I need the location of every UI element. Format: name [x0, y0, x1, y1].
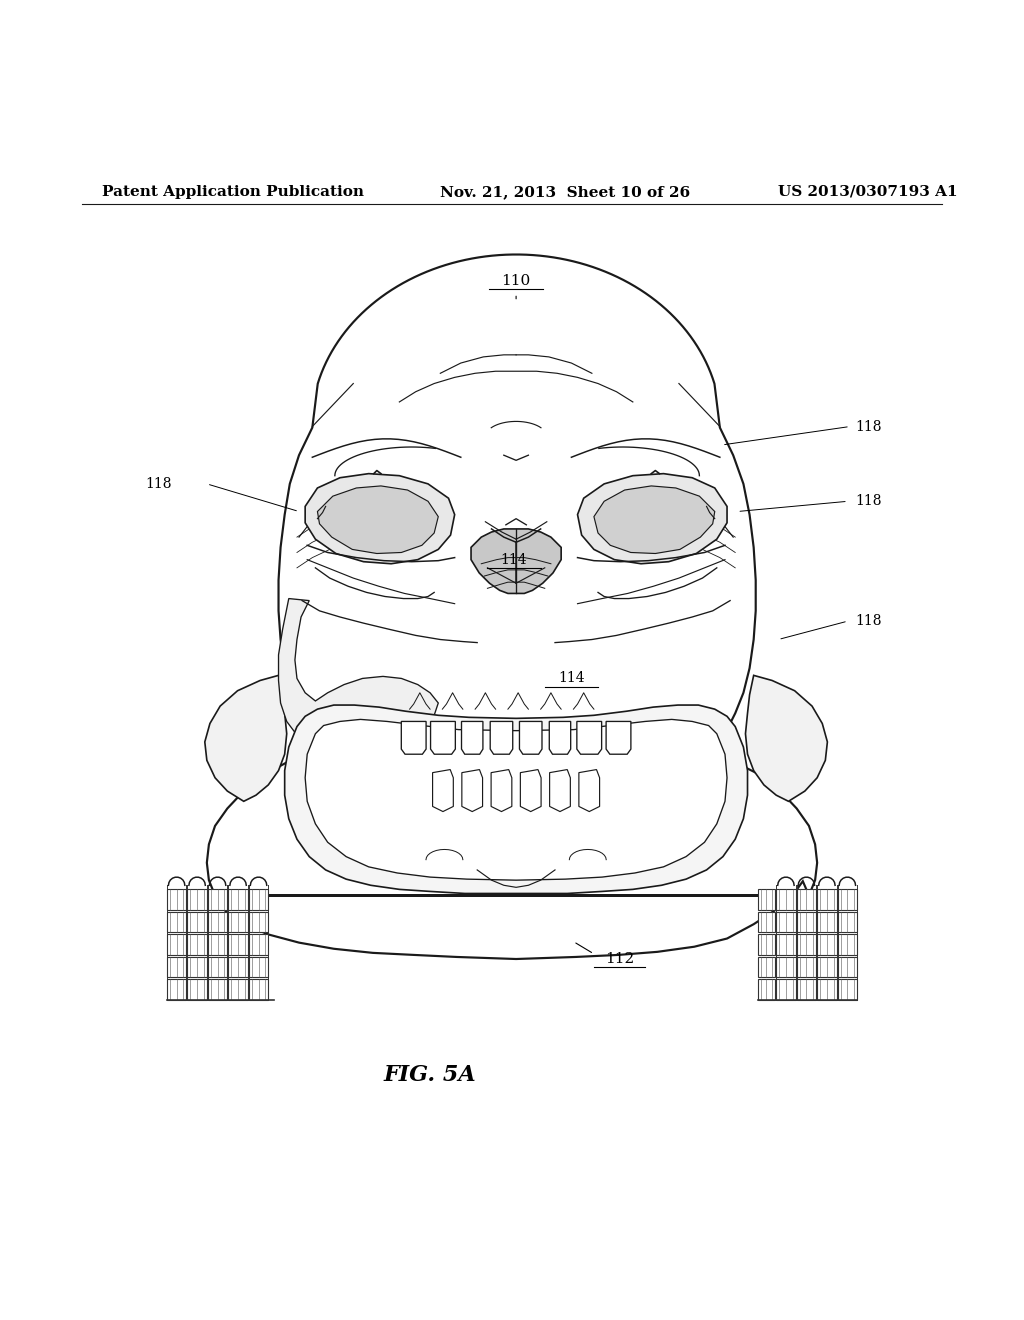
Polygon shape [228, 912, 248, 932]
Text: Nov. 21, 2013  Sheet 10 of 26: Nov. 21, 2013 Sheet 10 of 26 [440, 185, 690, 199]
Polygon shape [797, 979, 816, 1001]
Polygon shape [817, 912, 837, 932]
Polygon shape [776, 957, 796, 977]
Text: 118: 118 [145, 477, 172, 491]
Text: 118: 118 [855, 494, 882, 508]
Polygon shape [776, 912, 796, 932]
Polygon shape [758, 979, 775, 1001]
Polygon shape [208, 912, 227, 932]
Polygon shape [317, 486, 438, 553]
Polygon shape [520, 770, 541, 812]
Text: 114: 114 [501, 553, 527, 566]
Polygon shape [577, 722, 602, 754]
Polygon shape [187, 912, 207, 932]
Polygon shape [401, 722, 426, 754]
Polygon shape [817, 957, 837, 977]
Polygon shape [471, 529, 561, 594]
Polygon shape [249, 890, 268, 909]
Polygon shape [249, 912, 268, 932]
Polygon shape [249, 979, 268, 1001]
Polygon shape [187, 979, 207, 1001]
Polygon shape [797, 890, 816, 909]
Polygon shape [550, 770, 570, 812]
Polygon shape [285, 705, 748, 894]
Polygon shape [462, 770, 482, 812]
Polygon shape [594, 486, 715, 553]
Polygon shape [305, 474, 455, 564]
Polygon shape [187, 957, 207, 977]
Polygon shape [228, 890, 248, 909]
Polygon shape [758, 957, 775, 977]
Polygon shape [490, 722, 513, 754]
Text: 118: 118 [855, 614, 882, 628]
Polygon shape [207, 255, 817, 960]
Polygon shape [578, 474, 727, 564]
Polygon shape [797, 935, 816, 954]
Polygon shape [167, 935, 186, 954]
Polygon shape [187, 935, 207, 954]
Polygon shape [838, 979, 857, 1001]
Polygon shape [205, 676, 287, 801]
Text: 114: 114 [558, 672, 585, 685]
Polygon shape [208, 957, 227, 977]
Polygon shape [838, 935, 857, 954]
Polygon shape [758, 890, 775, 909]
Polygon shape [797, 912, 816, 932]
Polygon shape [208, 890, 227, 909]
Polygon shape [549, 722, 570, 754]
Polygon shape [838, 957, 857, 977]
Polygon shape [208, 935, 227, 954]
Polygon shape [776, 979, 796, 1001]
Polygon shape [817, 890, 837, 909]
Polygon shape [249, 935, 268, 954]
Polygon shape [228, 979, 248, 1001]
Text: 118: 118 [855, 420, 882, 433]
Text: FIG. 5A: FIG. 5A [384, 1064, 476, 1086]
Text: 110: 110 [502, 275, 530, 288]
Text: 112: 112 [605, 952, 634, 966]
Polygon shape [606, 722, 631, 754]
Polygon shape [817, 979, 837, 1001]
Polygon shape [838, 890, 857, 909]
Polygon shape [492, 770, 512, 812]
Polygon shape [758, 912, 775, 932]
Polygon shape [167, 890, 186, 909]
Polygon shape [745, 676, 827, 801]
Polygon shape [187, 890, 207, 909]
Polygon shape [432, 770, 454, 812]
Polygon shape [758, 935, 775, 954]
Polygon shape [430, 722, 456, 754]
Polygon shape [797, 957, 816, 977]
Polygon shape [228, 957, 248, 977]
Polygon shape [305, 719, 727, 880]
Polygon shape [579, 770, 600, 812]
Polygon shape [167, 979, 186, 1001]
Polygon shape [167, 912, 186, 932]
Text: US 2013/0307193 A1: US 2013/0307193 A1 [778, 185, 957, 199]
Polygon shape [208, 979, 227, 1001]
Text: Patent Application Publication: Patent Application Publication [102, 185, 365, 199]
Polygon shape [776, 935, 796, 954]
Polygon shape [228, 935, 248, 954]
Polygon shape [776, 890, 796, 909]
Polygon shape [817, 935, 837, 954]
Polygon shape [519, 722, 542, 754]
Polygon shape [838, 912, 857, 932]
Polygon shape [462, 722, 483, 754]
Polygon shape [279, 598, 438, 760]
Polygon shape [167, 957, 186, 977]
Polygon shape [249, 957, 268, 977]
